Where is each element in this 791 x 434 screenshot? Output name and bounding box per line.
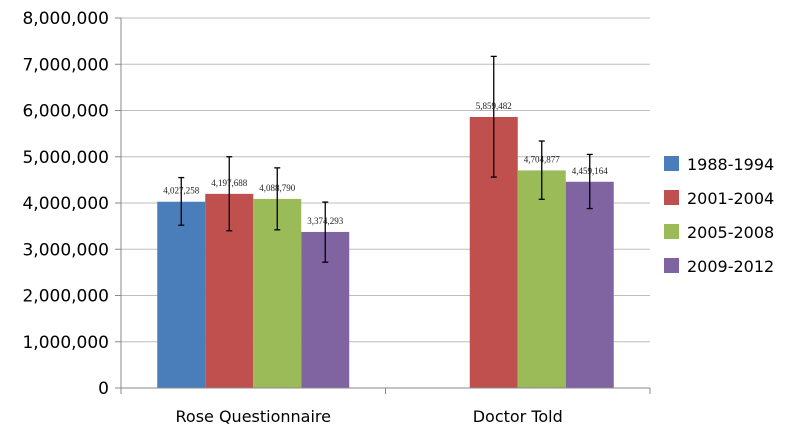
- y-tick-label: 5,000,000: [22, 148, 109, 168]
- category-labels: Rose Questionnaire Doctor Told: [176, 407, 563, 426]
- legend-label: 2005-2008: [687, 223, 774, 242]
- category-label: Rose Questionnaire: [176, 407, 331, 426]
- legend-label: 2001-2004: [687, 189, 774, 208]
- legend-label: 1988-1994: [687, 155, 774, 174]
- data-label: 4,197,688: [211, 178, 248, 188]
- legend-swatch: [664, 258, 679, 273]
- y-tick-label: 6,000,000: [22, 102, 109, 122]
- legend-swatch: [664, 156, 679, 171]
- data-labels: 4,027,258 4,197,688 4,088,790 3,374,293 5,85…: [163, 101, 608, 226]
- data-label: 4,704,877: [524, 154, 561, 164]
- data-label: 3,374,293: [307, 216, 344, 226]
- data-label: 4,088,790: [259, 183, 296, 193]
- y-axis-ticks: 0 1,000,000 2,000,000 3,000,000 4,000,000 5,0…: [22, 9, 121, 399]
- y-tick-label: 2,000,000: [22, 287, 109, 307]
- legend-swatch: [664, 190, 679, 205]
- axes: [120, 18, 651, 394]
- category-label: Doctor Told: [473, 407, 563, 426]
- data-label: 5,859,482: [476, 101, 512, 111]
- legend-swatch: [664, 224, 679, 239]
- y-tick-label: 8,000,000: [22, 9, 109, 29]
- bar: [157, 201, 206, 388]
- error-bars: [178, 55, 593, 263]
- bar: [565, 181, 614, 388]
- legend: 1988-1994 2001-2004 2005-2008 2009-2012: [664, 155, 774, 276]
- y-tick-label: 4,000,000: [22, 194, 109, 214]
- data-label: 4,459,164: [572, 166, 609, 176]
- bar: [517, 170, 566, 388]
- y-tick-label: 3,000,000: [22, 240, 109, 260]
- legend-label: 2009-2012: [687, 257, 774, 276]
- data-label: 4,027,258: [163, 186, 200, 196]
- y-tick-label: 1,000,000: [22, 333, 109, 353]
- y-tick-label: 7,000,000: [22, 55, 109, 75]
- y-tick-label: 0: [98, 379, 109, 399]
